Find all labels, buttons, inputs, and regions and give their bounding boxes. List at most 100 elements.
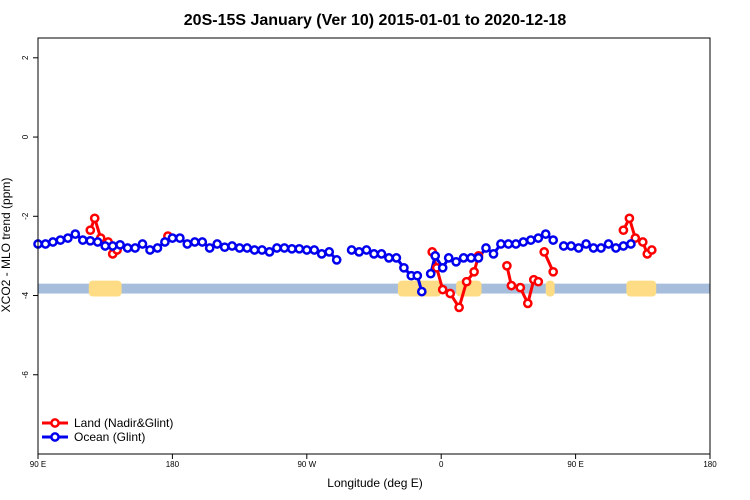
ocean-data-point xyxy=(525,235,536,245)
ocean-data-point xyxy=(92,237,103,247)
ocean-data-point xyxy=(473,253,484,263)
ocean-data-point xyxy=(182,239,193,249)
land-data-point xyxy=(515,282,526,293)
x-tick-label: 90 E xyxy=(567,460,583,469)
land-data-point xyxy=(630,233,641,243)
land-data-point xyxy=(437,284,448,295)
ocean-data-point xyxy=(242,243,252,253)
ocean-data-point xyxy=(70,229,81,239)
land-data-point xyxy=(548,266,559,277)
land-data-point xyxy=(89,213,100,224)
legend: Land (Nadir&Glint)Ocean (Glint) xyxy=(42,416,173,444)
ocean-data-point xyxy=(412,270,423,281)
ocean-data-point xyxy=(588,243,599,253)
ocean-data-point xyxy=(566,241,576,251)
ocean-data-point xyxy=(603,239,614,249)
land-strip-segment xyxy=(545,280,555,297)
ocean-data-point xyxy=(425,268,436,279)
ocean-data-point xyxy=(100,241,111,251)
ocean-data-point xyxy=(391,253,402,263)
x-axis-label: Longitude (deg E) xyxy=(327,476,422,490)
ocean-data-point xyxy=(294,243,305,254)
legend-marker xyxy=(50,418,60,428)
ocean-data-point xyxy=(581,239,591,249)
x-tick-label: 180 xyxy=(166,460,180,469)
ocean-data-point xyxy=(443,253,454,263)
ocean-data-point xyxy=(346,245,357,255)
x-axis-ticks: 90 E 180 90 W 0 90 E 180 xyxy=(30,454,717,469)
y-tick-label: -6 xyxy=(21,371,30,379)
ocean-data-point xyxy=(533,233,544,243)
ocean-data-point xyxy=(48,237,58,247)
ocean-data-point xyxy=(175,233,185,243)
y-axis-label: XCO2 - MLO trend (ppm) xyxy=(0,178,13,313)
y-tick-label: -2 xyxy=(21,212,30,220)
ocean-data-point xyxy=(204,243,215,253)
ocean-data-point xyxy=(511,239,521,249)
ocean-data-point xyxy=(573,243,584,253)
land-strip-segment xyxy=(88,280,122,297)
ocean-data-point xyxy=(63,233,73,243)
land-data-point xyxy=(522,298,533,309)
x-tick-label: 90 E xyxy=(30,460,46,469)
plot-frame xyxy=(37,37,711,455)
ocean-data-point xyxy=(40,239,51,249)
ocean-data-point xyxy=(130,243,140,253)
land-data-point xyxy=(502,260,512,271)
x-tick-label: 180 xyxy=(703,460,717,469)
ocean-data-point xyxy=(85,235,96,246)
land-data-point xyxy=(506,280,517,291)
ocean-data-point xyxy=(596,243,606,253)
ocean-data-point xyxy=(309,245,320,255)
series-lines xyxy=(38,216,653,309)
ocean-data-point xyxy=(197,237,208,247)
ocean-data-point xyxy=(55,235,66,245)
land-data-point xyxy=(454,302,464,313)
y-tick-label: 0 xyxy=(21,134,30,139)
ocean-data-point xyxy=(540,229,551,239)
ocean-data-point xyxy=(354,247,364,257)
land-data-point xyxy=(539,247,550,257)
x-tick-label: 90 W xyxy=(297,460,316,469)
ocean-data-point xyxy=(626,239,636,249)
ocean-data-point xyxy=(399,262,409,273)
ocean-data-point xyxy=(496,239,506,249)
ocean-data-point xyxy=(145,245,155,255)
ocean-data-point xyxy=(331,255,342,265)
ocean-data-point xyxy=(369,249,379,259)
ocean-data-point xyxy=(272,243,282,253)
ocean-data-point xyxy=(488,249,499,259)
y-tick-label: -4 xyxy=(21,291,30,299)
ocean-data-point xyxy=(558,241,569,251)
ocean-data-point xyxy=(152,243,163,253)
ocean-data-point xyxy=(77,235,88,245)
series-points xyxy=(33,213,657,313)
ocean-data-point xyxy=(466,253,476,263)
ocean-data-point xyxy=(234,243,245,253)
ocean-data-point xyxy=(167,233,178,243)
land-data-point xyxy=(461,276,472,287)
ocean-data-point xyxy=(264,247,275,257)
surface-strip xyxy=(38,280,710,297)
land-data-point xyxy=(85,225,96,236)
y-tick-label: 2 xyxy=(21,55,30,60)
land-strip-segment xyxy=(626,280,657,297)
ocean-data-point xyxy=(257,245,267,255)
ocean-data-point xyxy=(518,237,529,247)
ocean-data-point xyxy=(301,245,312,255)
legend-label: Land (Nadir&Glint) xyxy=(74,416,173,430)
land-data-point xyxy=(646,245,657,255)
land-data-point xyxy=(637,237,648,247)
ocean-data-point xyxy=(189,237,200,247)
ocean-data-point xyxy=(376,249,387,259)
chart-title: 20S-15S January (Ver 10) 2015-01-01 to 2… xyxy=(184,12,567,29)
ocean-data-point xyxy=(219,242,230,253)
ocean-data-point xyxy=(287,243,297,254)
ocean-data-point xyxy=(316,249,327,259)
y-axis-ticks: -6 -4 -2 0 2 xyxy=(21,55,38,378)
ocean-data-point xyxy=(212,239,223,249)
x-tick-label: 0 xyxy=(439,460,444,469)
ocean-data-point xyxy=(137,239,148,249)
land-data-point xyxy=(618,225,629,236)
